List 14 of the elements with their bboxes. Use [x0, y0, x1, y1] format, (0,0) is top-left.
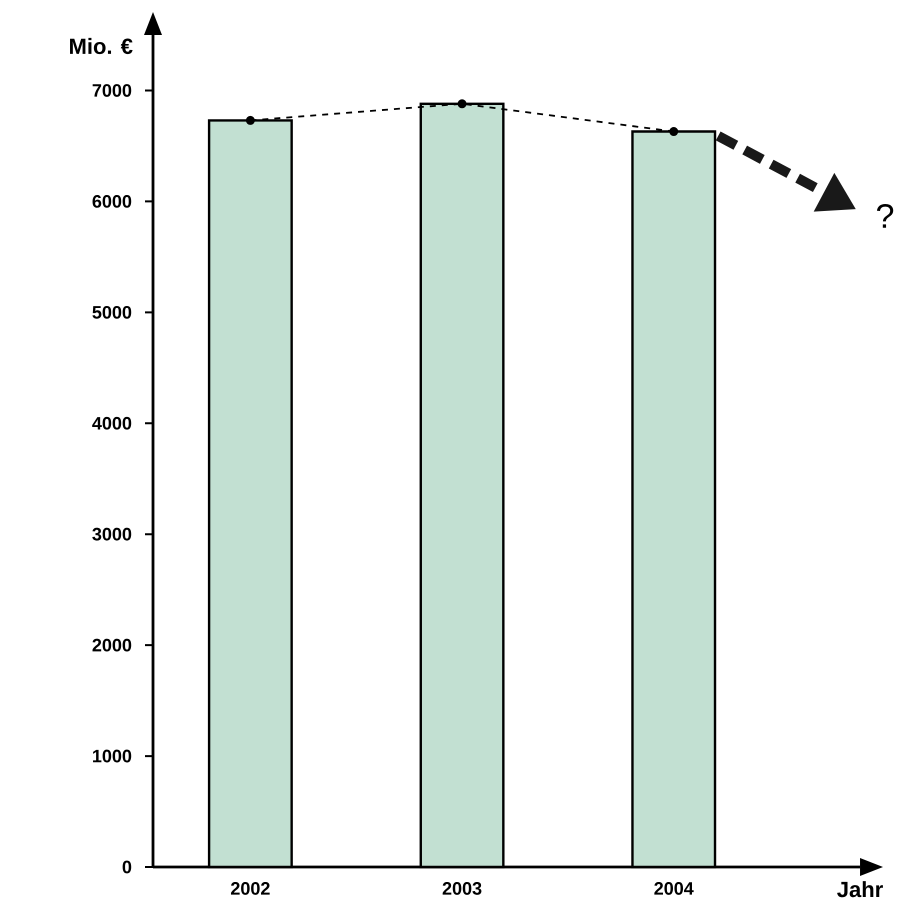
y-tick-label: 3000 — [92, 528, 132, 541]
y-tick-label: 5000 — [92, 306, 132, 319]
y-tick-label: 0 — [122, 860, 132, 874]
x-axis-title: Jahr — [837, 881, 883, 898]
x-tick-label: 2004 — [654, 882, 694, 895]
y-tick-label: 1000 — [93, 750, 132, 762]
x-tick-label: 2002 — [230, 882, 270, 895]
y-axis-title: Mio. € — [70, 38, 133, 54]
text: ? — [876, 204, 894, 228]
x-tick-label: 2003 — [442, 882, 482, 895]
y-tick-label: 2000 — [92, 638, 132, 652]
y-tick-label: 4000 — [92, 416, 132, 430]
y-tick-label: 7000 — [92, 84, 132, 97]
y-tick-label: 6000 — [92, 195, 132, 208]
